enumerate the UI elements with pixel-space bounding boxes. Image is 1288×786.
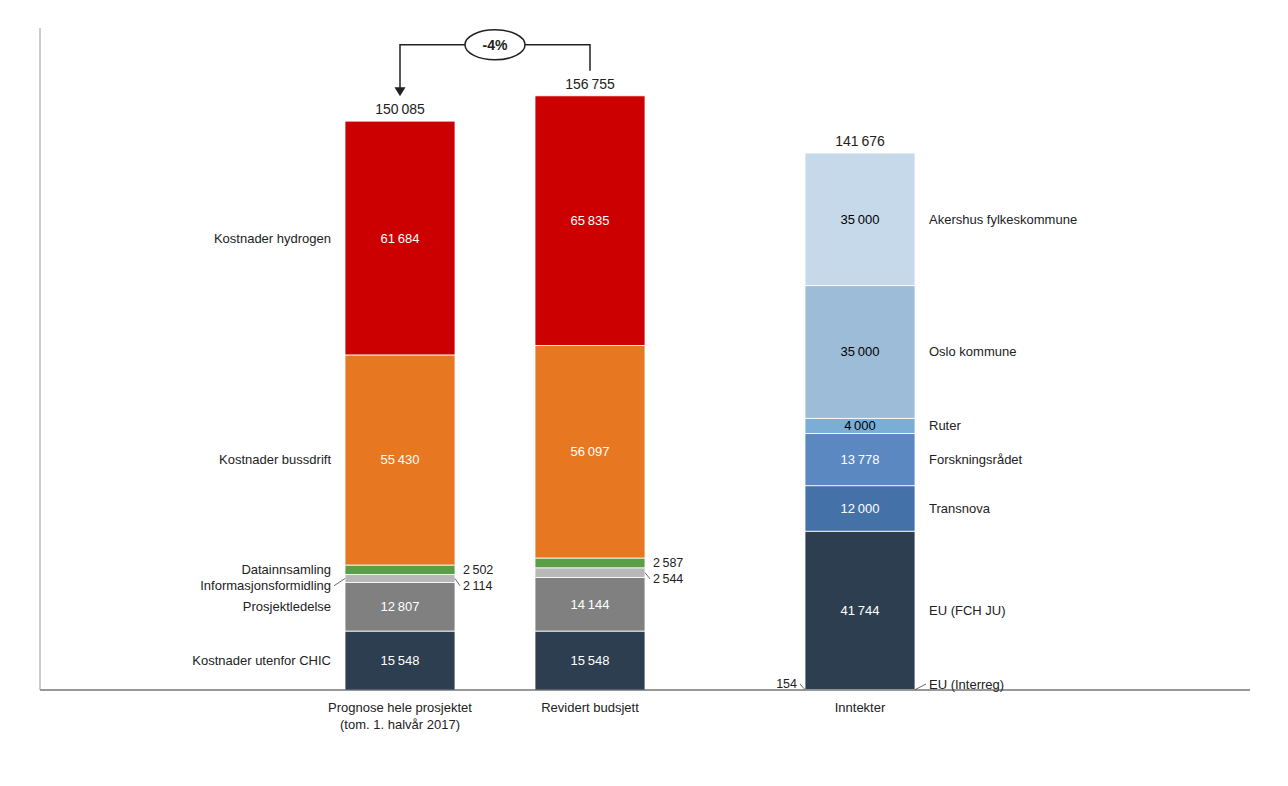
total-label: 141 676 xyxy=(835,133,885,149)
value-label: 2 502 xyxy=(463,563,493,577)
total-label: 156 755 xyxy=(565,76,615,92)
total-label: 150 085 xyxy=(375,101,425,117)
category-label-line: Prognose hele prosjektet xyxy=(328,700,472,715)
value-label: 15 548 xyxy=(381,653,420,668)
leader-line xyxy=(455,579,460,586)
labels: 15 548 12 807 55 430 61 684 15 548 14 144 56 0… xyxy=(192,76,1077,692)
leader-line xyxy=(334,579,345,586)
series-name: Prosjektledelse xyxy=(243,599,331,614)
series-name: Informasjonsformidling xyxy=(200,578,331,593)
y-axis xyxy=(40,28,41,690)
leader-line xyxy=(645,573,650,579)
bar-segment xyxy=(345,565,455,574)
bar-segment xyxy=(535,577,645,631)
value-label: 35 000 xyxy=(841,344,880,359)
value-label: 35 000 xyxy=(841,212,880,227)
value-label: 2 114 xyxy=(463,579,492,593)
arrow-head xyxy=(395,87,406,96)
value-label: 14 144 xyxy=(571,597,610,612)
series-name: Transnova xyxy=(929,501,991,516)
leader-line xyxy=(915,684,926,690)
value-label: 2 544 xyxy=(653,572,683,586)
value-label: 56 097 xyxy=(571,444,610,459)
value-label: 13 778 xyxy=(841,452,880,467)
series-name: Forskningsrådet xyxy=(929,452,1023,467)
bar-segment xyxy=(535,631,645,690)
bar-segment xyxy=(535,568,645,578)
series-name: Kostnader utenfor CHIC xyxy=(192,653,331,668)
annotation: -4% xyxy=(483,37,508,53)
chart: 15 548 12 807 55 430 61 684 15 548 14 144 56 0… xyxy=(0,0,1288,786)
series-name: Kostnader bussdrift xyxy=(219,452,331,467)
value-label: 4 000 xyxy=(844,418,876,433)
value-label: 55 430 xyxy=(381,452,420,467)
bar-segment xyxy=(345,575,455,583)
value-label: 65 835 xyxy=(571,213,610,228)
series-name: EU (FCH JU) xyxy=(929,603,1006,618)
category-label: Prognose hele prosjektet (tom. 1. halvår … xyxy=(328,700,472,732)
value-label: 154 xyxy=(776,677,797,691)
series-name: EU (Interreg) xyxy=(929,677,1004,692)
category-label-line: Revidert budsjett xyxy=(541,700,639,715)
series-name: Kostnader hydrogen xyxy=(214,231,331,246)
bars xyxy=(345,96,915,690)
bar-segment xyxy=(535,558,645,568)
category-label-line: (tom. 1. halvår 2017) xyxy=(340,717,460,732)
category-label: Revidert budsjett xyxy=(541,700,639,715)
bar-segment xyxy=(535,96,645,346)
bar-segment xyxy=(805,153,915,286)
value-label: 12 807 xyxy=(381,599,420,614)
x-axis xyxy=(40,690,1250,691)
value-label: 2 587 xyxy=(653,556,683,570)
category-label-line: Inntekter xyxy=(835,700,886,715)
value-label: 15 548 xyxy=(571,653,610,668)
bar-segment xyxy=(805,433,915,485)
bar-segment xyxy=(345,355,455,565)
value-label: 61 684 xyxy=(381,231,420,246)
value-label: 12 000 xyxy=(841,501,880,516)
series-name: Ruter xyxy=(929,418,961,433)
bar-segment xyxy=(345,583,455,632)
series-name: Akershus fylkeskommune xyxy=(929,212,1077,227)
bar-segment xyxy=(805,418,915,433)
bar-segment xyxy=(805,286,915,419)
series-name: Datainnsamling xyxy=(241,562,331,577)
bar-segment xyxy=(805,531,915,689)
category-label: Inntekter xyxy=(835,700,886,715)
bar-segment xyxy=(535,345,645,558)
change-annotation: -4% xyxy=(395,30,591,96)
bar-segment xyxy=(345,121,455,355)
bar-segment xyxy=(345,631,455,690)
bar-segment xyxy=(805,486,915,531)
series-name: Oslo kommune xyxy=(929,344,1016,359)
annotation-circle xyxy=(465,30,525,60)
value-label: 41 744 xyxy=(841,603,880,618)
leader-line xyxy=(800,684,805,690)
